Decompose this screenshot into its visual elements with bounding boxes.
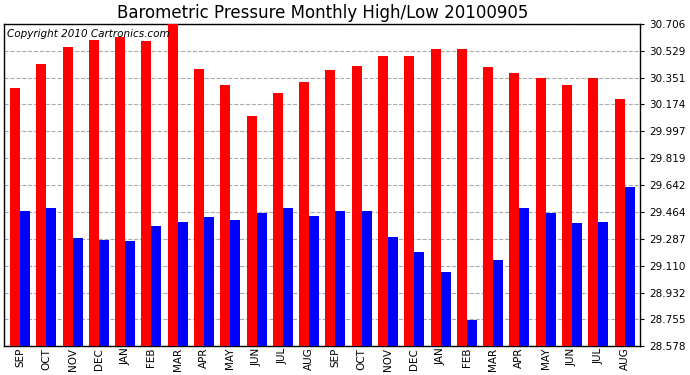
Bar — [246, 116, 257, 346]
Bar — [509, 73, 520, 347]
Bar — [598, 222, 609, 346]
Bar — [141, 41, 151, 346]
Bar — [46, 208, 56, 346]
Bar — [125, 242, 135, 346]
Bar — [309, 216, 319, 346]
Bar — [352, 66, 362, 347]
Bar — [20, 211, 30, 346]
Bar — [388, 237, 398, 346]
Bar — [283, 208, 293, 346]
Bar — [151, 226, 161, 346]
Bar — [89, 40, 99, 346]
Bar — [230, 220, 240, 346]
Bar — [115, 37, 125, 346]
Bar — [431, 49, 440, 346]
Bar — [194, 69, 204, 347]
Bar — [535, 78, 546, 347]
Bar — [404, 57, 414, 346]
Bar — [467, 320, 477, 346]
Bar — [72, 238, 83, 346]
Bar — [204, 217, 214, 346]
Bar — [273, 93, 283, 346]
Text: Copyright 2010 Cartronics.com: Copyright 2010 Cartronics.com — [8, 28, 170, 39]
Bar — [99, 240, 109, 346]
Bar — [326, 70, 335, 347]
Bar — [257, 213, 266, 346]
Bar — [335, 211, 346, 346]
Bar — [589, 78, 598, 347]
Bar — [37, 64, 46, 346]
Bar — [10, 88, 20, 346]
Bar — [493, 260, 503, 347]
Bar — [457, 49, 467, 346]
Bar — [362, 211, 372, 346]
Bar — [299, 82, 309, 346]
Bar — [168, 22, 177, 346]
Bar — [63, 47, 72, 346]
Bar — [440, 272, 451, 346]
Bar — [220, 85, 230, 346]
Title: Barometric Pressure Monthly High/Low 20100905: Barometric Pressure Monthly High/Low 201… — [117, 4, 528, 22]
Bar — [562, 85, 572, 346]
Bar — [483, 67, 493, 347]
Bar — [572, 223, 582, 346]
Bar — [520, 208, 529, 346]
Bar — [624, 187, 635, 346]
Bar — [378, 57, 388, 346]
Bar — [615, 99, 624, 346]
Bar — [177, 222, 188, 346]
Bar — [414, 252, 424, 346]
Bar — [546, 213, 555, 346]
